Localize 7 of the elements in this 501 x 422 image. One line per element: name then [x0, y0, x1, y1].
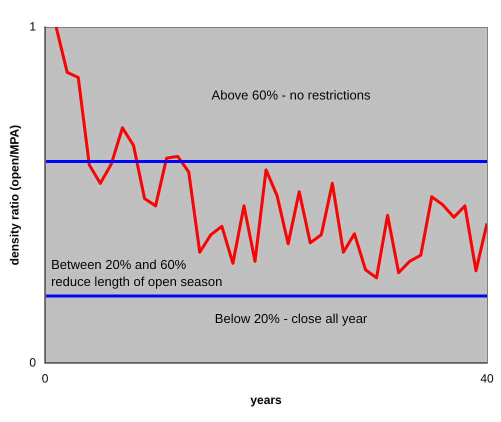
x-tick-label: 40 — [480, 372, 494, 386]
annotation: Between 20% and 60% reduce length of open season — [51, 257, 222, 290]
x-axis-title: years — [250, 393, 282, 408]
y-axis-title: density ratio (open/MPA) — [8, 124, 22, 266]
y-tick-label: 1 — [29, 19, 36, 34]
annotation: Above 60% - no restrictions — [212, 88, 372, 102]
annotation: Below 20% - close all year — [214, 311, 368, 326]
